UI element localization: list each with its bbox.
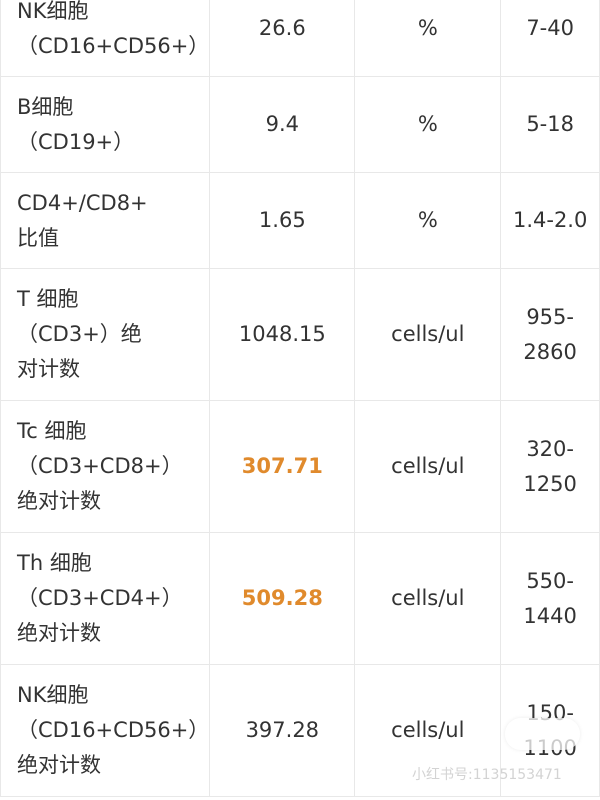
item-name: Th 细胞 （CD3+CD4+） 绝对计数 xyxy=(0,532,211,665)
watermark-badge xyxy=(505,718,580,750)
reference-range: 7-40 xyxy=(500,0,600,77)
reference-range: 320-1250 xyxy=(500,400,600,533)
table-row: NK细胞 （CD16+CD56+） 绝对计数 397.28 cells/ul 150-… xyxy=(0,664,600,797)
item-name: B细胞 （CD19+） xyxy=(0,76,211,173)
table-row: Th 细胞 （CD3+CD4+） 绝对计数 509.28 cells/ul 550-1… xyxy=(0,532,600,665)
unit: cells/ul xyxy=(354,268,502,401)
result-value: 397.28 xyxy=(209,664,356,797)
unit: % xyxy=(354,76,502,173)
unit: cells/ul xyxy=(354,532,502,665)
unit: % xyxy=(354,0,502,77)
unit: % xyxy=(354,172,502,269)
result-value: 9.4 xyxy=(209,76,356,173)
table-row: T 细胞 （CD3+）绝 对计数 1048.15 cells/ul 955-2860 xyxy=(0,268,600,401)
reference-range: 550-1440 xyxy=(500,532,600,665)
result-value: 26.6 xyxy=(209,0,356,77)
result-value: 1.65 xyxy=(209,172,356,269)
table-row: Tc 细胞 （CD3+CD8+） 绝对计数 307.71 cells/ul 320-1… xyxy=(0,400,600,533)
item-name: NK细胞 （CD16+CD56+） 绝对计数 xyxy=(0,664,211,797)
table-row: CD4+/CD8+ 比值 1.65% 1.4-2.0 xyxy=(0,172,600,269)
reference-range: 5-18 xyxy=(500,76,600,173)
watermark: 小红书号:1135153471 xyxy=(412,767,562,783)
item-name: NK细胞 （CD16+CD56+） xyxy=(0,0,211,77)
reference-range: 955-2860 xyxy=(500,268,600,401)
unit: cells/ul xyxy=(354,664,502,797)
table-row: B细胞 （CD19+） 9.4% 5-18 xyxy=(0,76,600,173)
result-value: 509.28 xyxy=(209,532,356,665)
item-name: T 细胞 （CD3+）绝 对计数 xyxy=(0,268,211,401)
reference-range: 1.4-2.0 xyxy=(500,172,600,269)
item-name: CD4+/CD8+ 比值 xyxy=(0,172,211,269)
result-value: 307.71 xyxy=(209,400,356,533)
unit: cells/ul xyxy=(354,400,502,533)
item-name: Tc 细胞 （CD3+CD8+） 绝对计数 xyxy=(0,400,211,533)
result-value: 1048.15 xyxy=(209,268,356,401)
table-row: NK细胞 （CD16+CD56+） 26.6% 7-40 xyxy=(0,0,600,77)
